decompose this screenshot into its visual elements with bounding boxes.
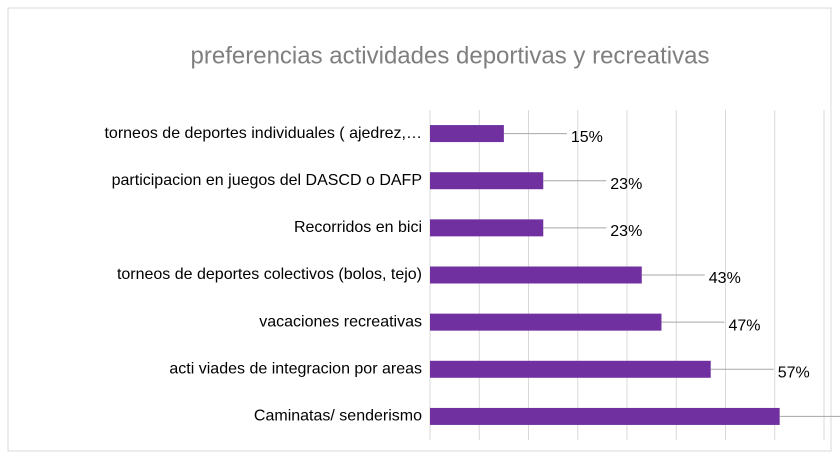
chart-title: preferencias actividades deportivas y re…	[191, 42, 710, 69]
data-label: 23%	[610, 223, 642, 240]
y-tick-label: torneos de deportes individuales ( ajedr…	[104, 125, 422, 142]
bar	[430, 219, 544, 237]
y-tick-label: participacion en juegos del DASCD o DAFP	[112, 172, 422, 189]
y-tick-label: Recorridos en bici	[294, 219, 422, 236]
data-label: 23%	[610, 176, 642, 193]
data-label: 15%	[571, 129, 603, 146]
bar	[430, 360, 711, 378]
y-tick-label: Caminatas/ senderismo	[254, 408, 422, 425]
bar	[430, 125, 504, 143]
data-label: 43%	[709, 270, 741, 287]
bar	[430, 313, 662, 331]
y-tick-label: torneos de deportes colectivos (bolos, t…	[117, 266, 422, 283]
y-tick-label: acti viades de integracion por areas	[169, 361, 422, 378]
bar	[430, 172, 544, 190]
data-label: 47%	[728, 317, 760, 334]
bar	[430, 266, 642, 284]
y-tick-label: vacaciones recreativas	[259, 313, 422, 330]
bar	[430, 407, 780, 425]
data-label: 57%	[778, 365, 810, 382]
